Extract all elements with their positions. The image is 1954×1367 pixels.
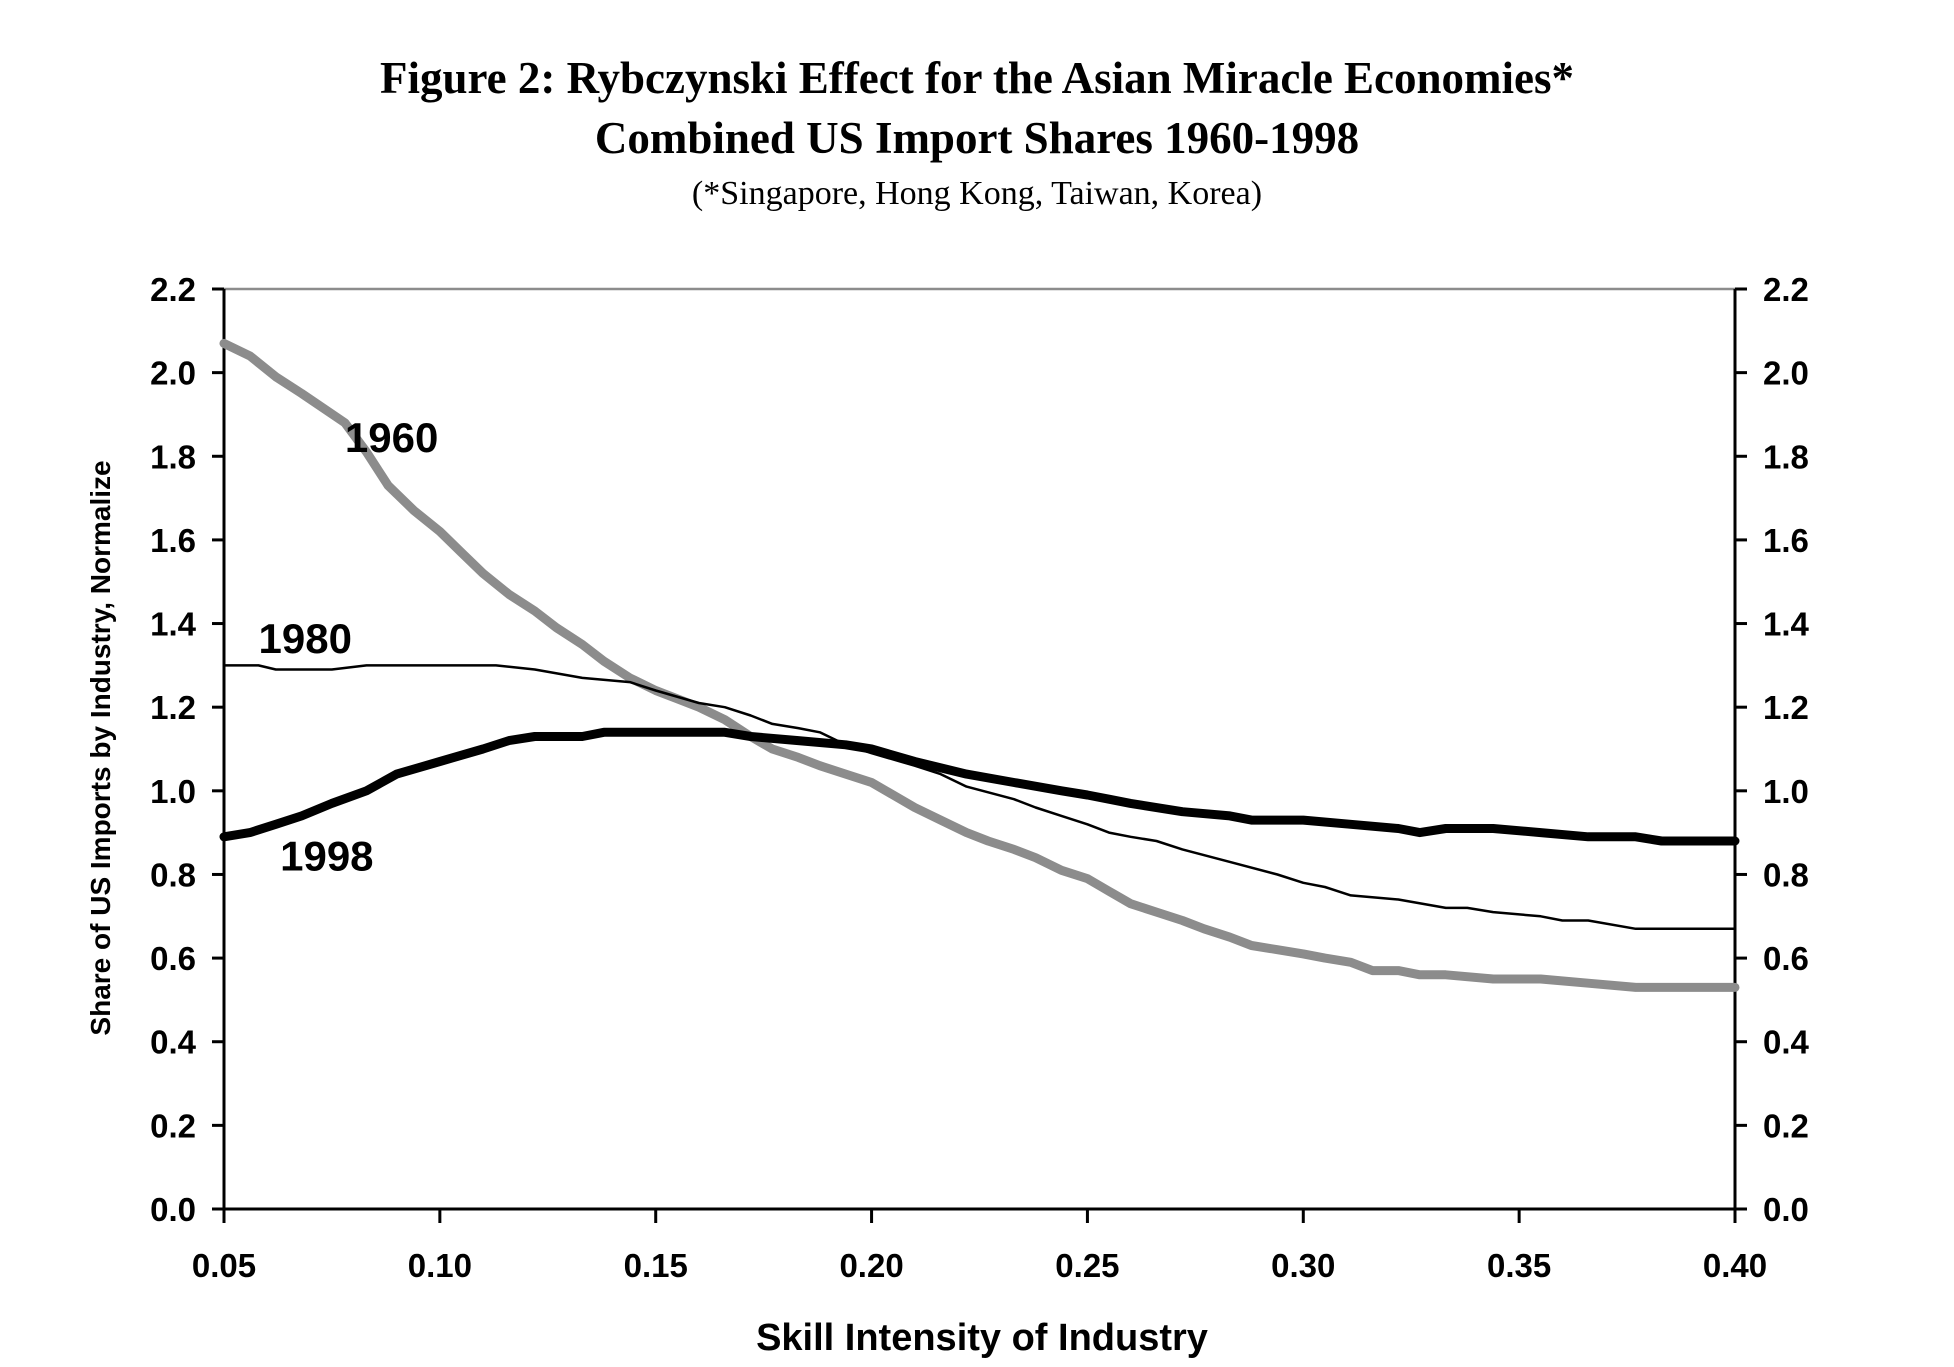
x-tick-label: 0.35 (1487, 1247, 1551, 1284)
series-label-1960: 1960 (345, 414, 438, 461)
series-label-1980: 1980 (259, 615, 352, 662)
chart-title: Figure 2: Rybczynski Effect for the Asia… (379, 53, 1575, 103)
y-tick-label-right: 1.4 (1763, 606, 1810, 643)
y-tick-label-right: 0.2 (1763, 1107, 1809, 1144)
axis-ticks: 0.0 0.0 0.2 0.2 0.4 0.4 0.6 0.6 0.8 0.8 1.0 1.0 1.2 1… (150, 271, 1809, 1284)
y-tick-label-right: 1.8 (1763, 438, 1809, 475)
y-tick-label-right: 2.0 (1763, 355, 1809, 392)
series-line-1980 (222, 664, 1737, 931)
y-tick-label-left: 1.8 (150, 438, 196, 475)
y-tick-label-right: 1.6 (1763, 522, 1809, 559)
y-tick-label-right: 0.8 (1763, 856, 1809, 893)
x-tick-label: 0.30 (1271, 1247, 1335, 1284)
x-tick-label: 0.40 (1703, 1247, 1767, 1284)
x-tick-label: 0.10 (408, 1247, 472, 1284)
y-tick-label-right: 1.0 (1763, 773, 1809, 810)
series-labels: 1960 1980 1998 (259, 414, 439, 879)
chart-subtitle: Combined US Import Shares 1960-1998 (594, 113, 1360, 163)
series-lines (219, 338, 1740, 992)
y-tick-label-left: 0.8 (150, 856, 196, 893)
plot-frame (222, 287, 1737, 1211)
y-tick-label-left: 2.0 (150, 355, 196, 392)
y-tick-label-left: 0.4 (150, 1024, 197, 1061)
x-tick-label: 0.15 (624, 1247, 688, 1284)
y-tick-label-left: 1.4 (150, 606, 197, 643)
y-tick-label-left: 2.2 (150, 271, 196, 308)
x-axis-label: Skill Intensity of Industry (756, 1317, 1208, 1359)
x-tick-label: 0.25 (1055, 1247, 1119, 1284)
x-tick-label: 0.20 (839, 1247, 903, 1284)
y-tick-label-right: 0.4 (1763, 1024, 1810, 1061)
y-tick-label-left: 1.2 (150, 689, 196, 726)
series-line-1998 (219, 727, 1740, 846)
y-tick-label-right: 2.2 (1763, 271, 1809, 308)
y-tick-label-right: 0.6 (1763, 940, 1809, 977)
y-tick-label-left: 0.0 (150, 1191, 196, 1228)
y-tick-label-left: 1.6 (150, 522, 196, 559)
x-tick-label: 0.05 (192, 1247, 256, 1284)
y-axis-label: Share of US Imports by Industry, Normali… (85, 460, 116, 1035)
y-tick-label-left: 0.2 (150, 1107, 196, 1144)
y-tick-label-right: 0.0 (1763, 1191, 1809, 1228)
series-line-1960 (219, 338, 1740, 992)
y-tick-label-right: 1.2 (1763, 689, 1809, 726)
y-tick-label-left: 0.6 (150, 940, 196, 977)
series-label-1998: 1998 (280, 832, 373, 879)
y-tick-label-left: 1.0 (150, 773, 196, 810)
chart-note: (*Singapore, Hong Kong, Taiwan, Korea) (691, 175, 1263, 212)
